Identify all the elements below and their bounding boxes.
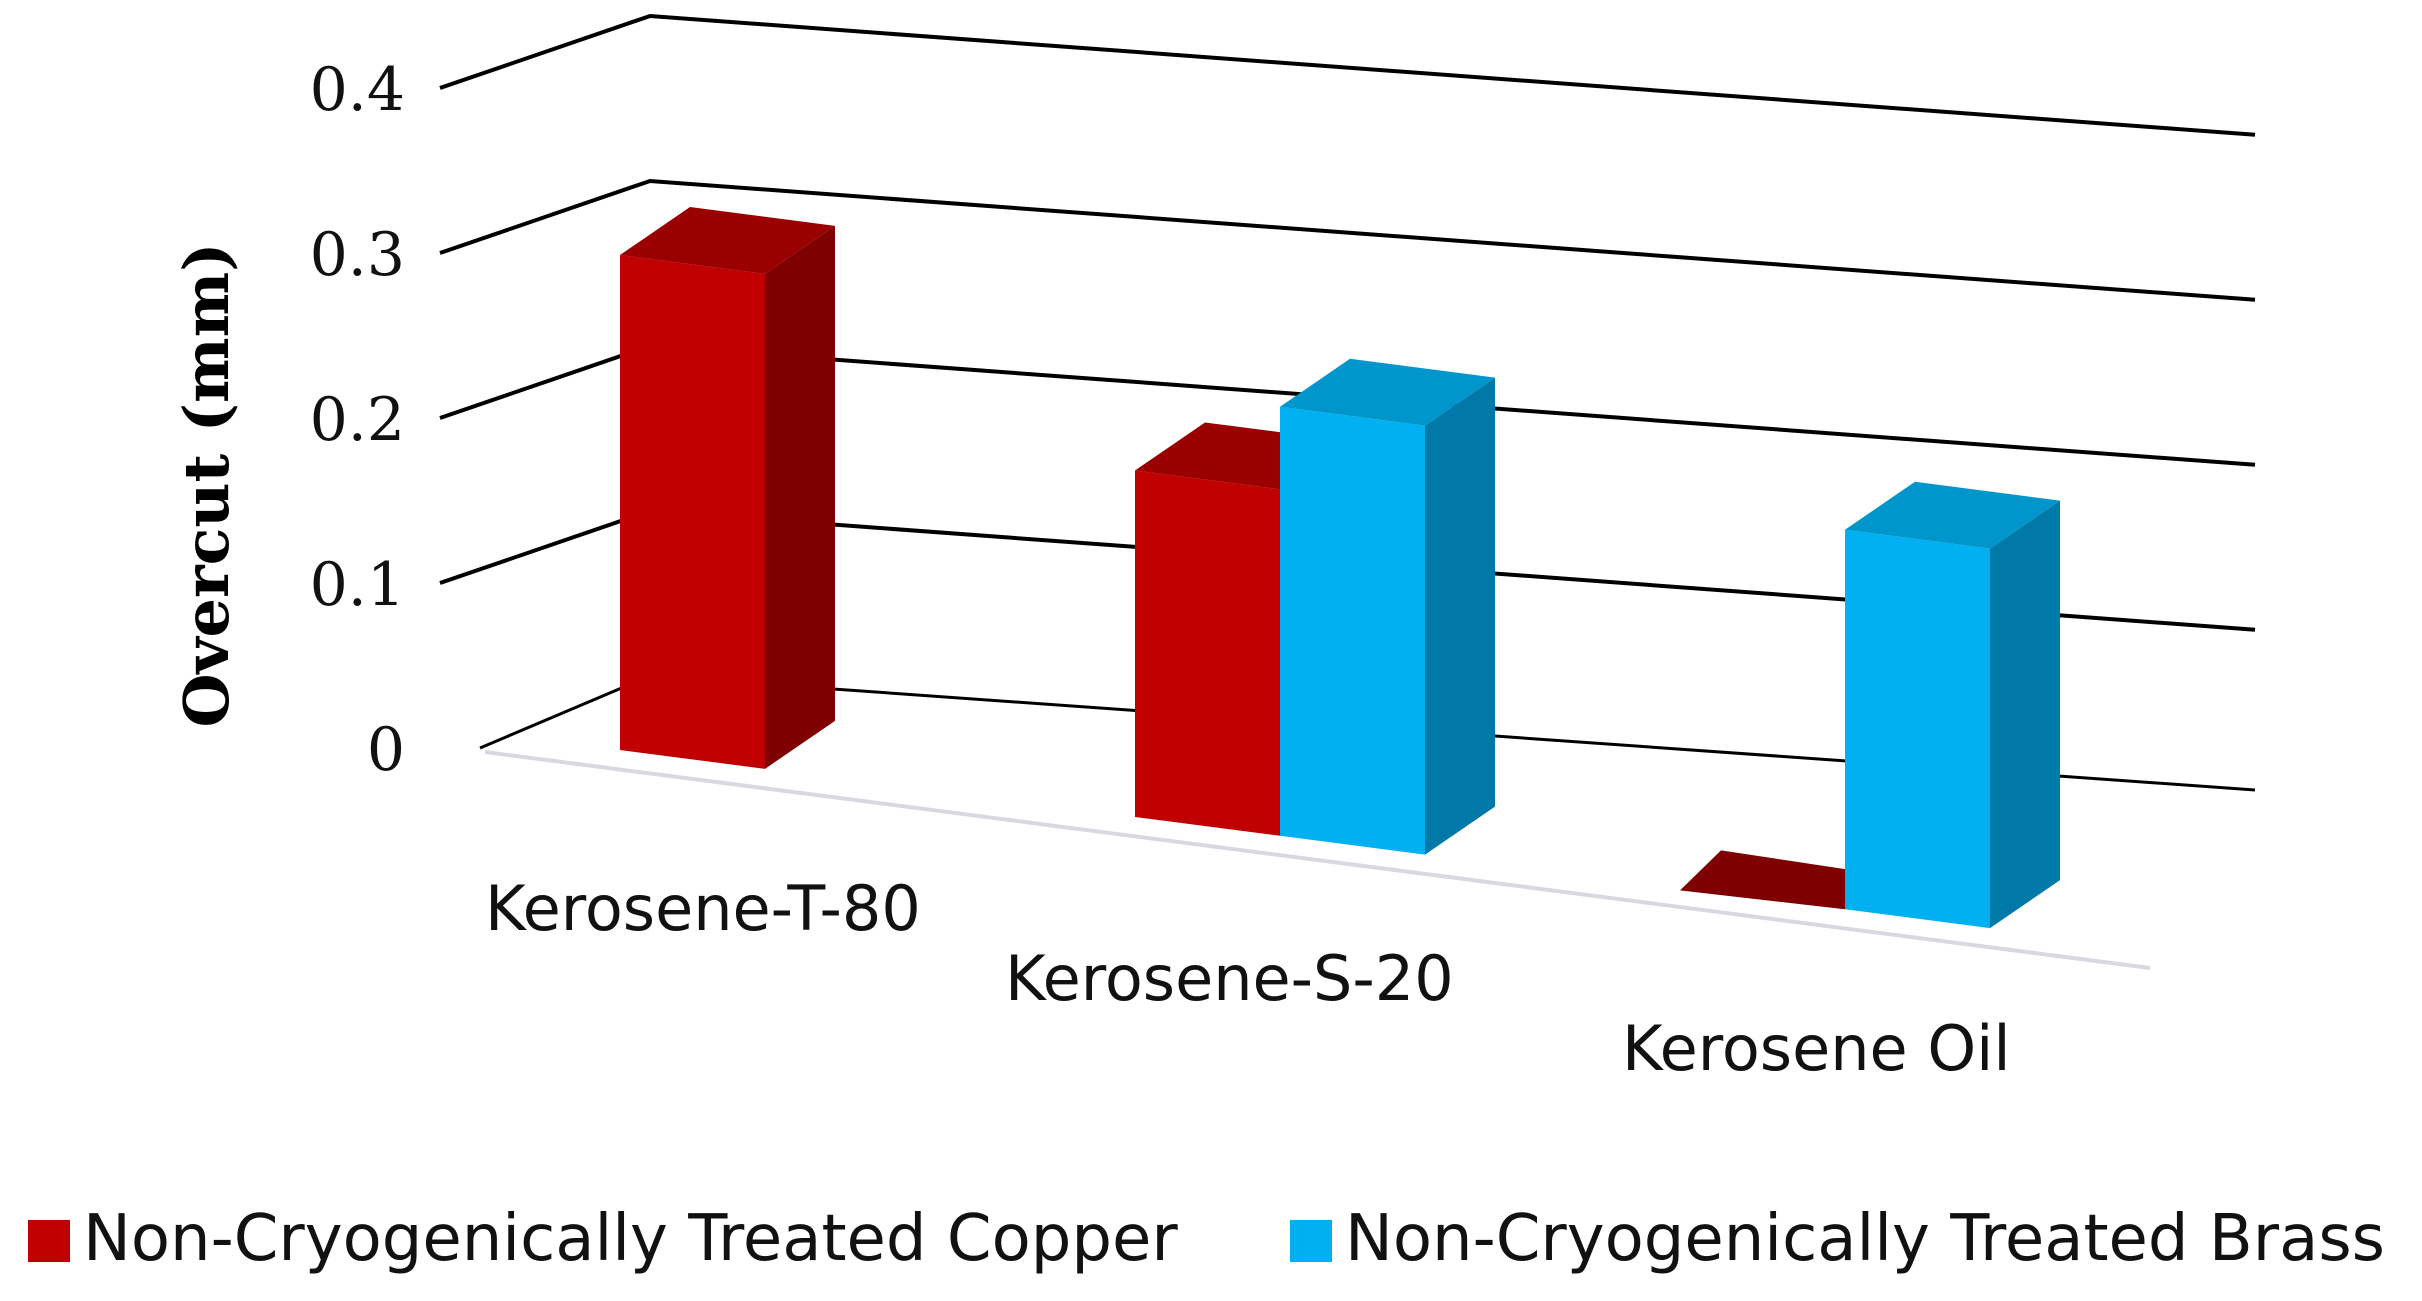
y-tick-label: 0.1 xyxy=(310,550,405,620)
legend: Non-Cryogenically Treated Copper Non-Cryo… xyxy=(28,1202,2385,1276)
bar-copper-kerosene-oil xyxy=(1680,850,1859,910)
y-tick-label: 0.2 xyxy=(310,385,405,455)
legend-label: Non-Cryogenically Treated Copper xyxy=(83,1202,1178,1276)
category-label: Kerosene-T-80 xyxy=(485,872,921,945)
gridline-0.4 xyxy=(439,13,2256,137)
legend-label: Non-Cryogenically Treated Brass xyxy=(1345,1202,2385,1276)
bars xyxy=(620,207,2060,929)
legend-item: Non-Cryogenically Treated Copper xyxy=(28,1202,1178,1276)
legend-item: Non-Cryogenically Treated Brass xyxy=(1290,1202,2385,1276)
gridline-0.3 xyxy=(439,178,2256,302)
y-tick-label: 0.4 xyxy=(310,55,405,125)
bar-copper-kerosene-t-80 xyxy=(620,207,835,769)
category-label: Kerosene Oil xyxy=(1622,1012,2011,1085)
y-tick-label: 0.3 xyxy=(310,220,405,290)
floor-edge xyxy=(484,750,2151,970)
legend-swatch xyxy=(28,1220,70,1262)
bar-brass-kerosene-s-20 xyxy=(1280,358,1495,855)
category-labels: Kerosene-T-80 Kerosene-S-20 Kerosene Oil xyxy=(485,872,2011,1085)
y-tick-labels: 0 0.1 0.2 0.3 0.4 xyxy=(310,55,405,785)
bar-brass-kerosene-oil xyxy=(1845,481,2060,929)
y-axis-title: Overcut (mm) xyxy=(170,242,243,727)
legend-swatch xyxy=(1290,1220,1332,1262)
category-label: Kerosene-S-20 xyxy=(1005,942,1454,1015)
y-tick-label: 0 xyxy=(367,715,405,785)
